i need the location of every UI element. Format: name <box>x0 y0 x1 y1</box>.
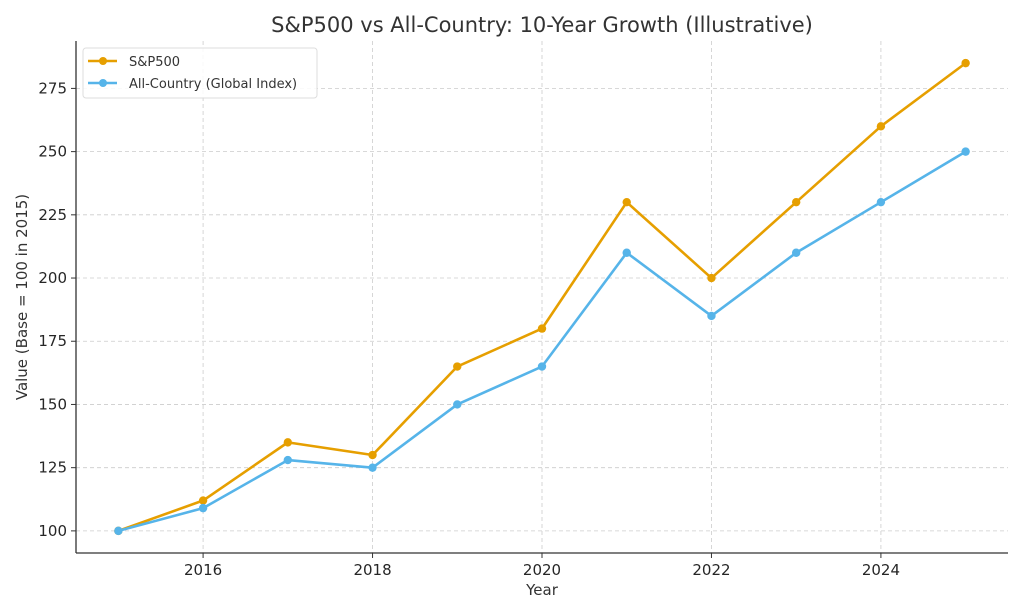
data-point <box>368 463 377 472</box>
data-point <box>453 362 462 371</box>
legend: S&P500 All-Country (Global Index) <box>82 47 318 99</box>
y-tick-label: 275 <box>38 79 67 97</box>
data-point <box>622 248 631 257</box>
x-axis-label: Year <box>525 581 559 599</box>
x-tick-label: 2018 <box>353 561 391 579</box>
data-point <box>368 450 377 460</box>
chart-title: S&P500 vs All-Country: 10-Year Growth (I… <box>271 13 813 37</box>
y-tick-label: 175 <box>38 332 67 350</box>
data-point <box>622 197 631 207</box>
data-point <box>876 197 886 207</box>
data-point <box>707 273 716 283</box>
data-point <box>961 58 970 68</box>
data-point <box>791 248 801 257</box>
y-tick-label: 250 <box>38 143 67 161</box>
x-tick-label: 2016 <box>184 561 222 579</box>
y-tick-label: 150 <box>38 395 67 413</box>
grid <box>76 41 1008 553</box>
y-axis-label: Value (Base = 100 in 2015) <box>13 194 31 400</box>
legend-marker <box>99 57 107 65</box>
x-tick-label: 2022 <box>692 561 730 579</box>
data-point <box>707 311 716 321</box>
data-point <box>198 503 208 513</box>
series-layer <box>114 58 970 536</box>
series-1 <box>114 147 970 536</box>
data-point <box>283 438 293 447</box>
legend-box <box>82 47 318 99</box>
y-tick-label: 100 <box>38 522 67 540</box>
data-point <box>537 362 547 371</box>
data-point <box>961 147 970 156</box>
series-0 <box>114 58 970 536</box>
data-point <box>198 496 208 505</box>
data-point <box>537 324 547 333</box>
y-tick-label: 225 <box>38 206 67 224</box>
y-tick-label: 200 <box>38 269 67 287</box>
axes: 100 125 150 175 200 225 250 275 2016 2018 2020 2022… <box>38 41 1008 579</box>
data-point <box>876 122 886 131</box>
legend-label: S&P500 <box>129 55 180 70</box>
legend-label: All-Country (Global Index) <box>129 77 297 92</box>
x-tick-label: 2020 <box>523 561 561 579</box>
y-tick-label: 125 <box>38 459 67 477</box>
data-point <box>283 455 293 465</box>
data-point <box>791 197 801 207</box>
legend-marker <box>99 79 107 87</box>
data-point <box>114 526 123 536</box>
x-tick-label: 2024 <box>862 561 900 579</box>
data-point <box>453 400 462 409</box>
